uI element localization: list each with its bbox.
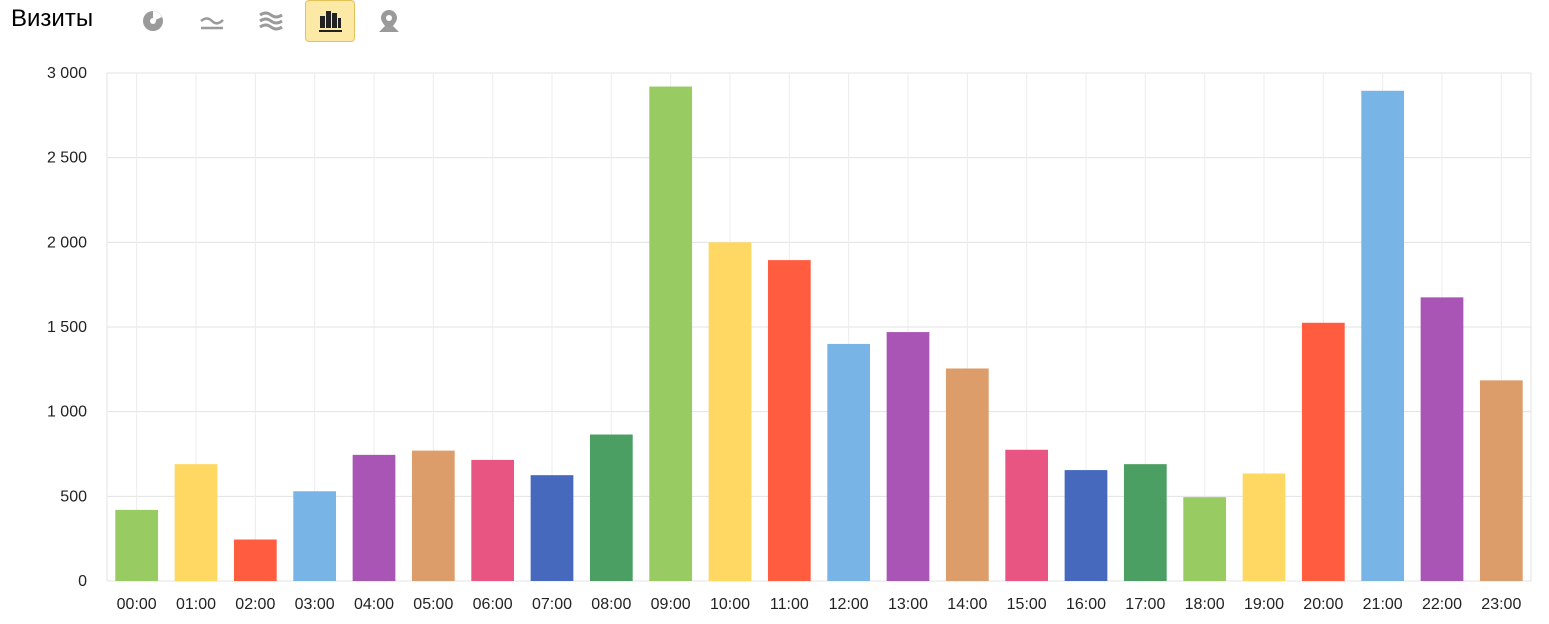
x-tick-label: 16:00: [1066, 596, 1106, 613]
bar: [1301, 322, 1345, 581]
map-pin-icon: [379, 10, 399, 32]
line-chart-icon: [200, 17, 224, 30]
x-tick-label: 19:00: [1244, 596, 1284, 613]
x-tick-label: 23:00: [1481, 596, 1521, 613]
x-tick-label: 04:00: [354, 596, 394, 613]
x-tick-label: 20:00: [1303, 596, 1343, 613]
y-tick-label: 2 000: [47, 234, 87, 251]
y-tick-label: 0: [78, 573, 87, 590]
bar: [293, 491, 337, 581]
x-tick-label: 07:00: [532, 596, 572, 613]
y-tick-label: 2 500: [47, 150, 87, 167]
area-chart-button[interactable]: [246, 0, 296, 42]
bar: [471, 459, 515, 581]
y-tick-label: 500: [60, 488, 87, 505]
x-tick-label: 09:00: [651, 596, 691, 613]
bar: [827, 343, 871, 581]
bar: [174, 464, 218, 581]
chart-title: Визиты: [11, 5, 94, 32]
bar: [767, 260, 811, 581]
x-tick-label: 02:00: [235, 596, 275, 613]
x-tick-label: 01:00: [176, 596, 216, 613]
bar: [708, 242, 752, 582]
bar: [1064, 470, 1108, 581]
y-tick-label: 1 000: [47, 404, 87, 421]
bar: [589, 434, 633, 581]
bar: [115, 509, 159, 581]
line-chart-button[interactable]: [187, 0, 237, 42]
x-tick-label: 14:00: [947, 596, 987, 613]
chart-header: Визиты: [0, 0, 1549, 46]
x-tick-label: 15:00: [1007, 596, 1047, 613]
bar-chart: 0 500 1 000 1 500 2 000 2 500 3 000 00:00 01:00 0…: [47, 65, 1532, 613]
x-tick-label: 10:00: [710, 596, 750, 613]
bar: [1420, 297, 1464, 581]
y-tick-label: 3 000: [47, 65, 87, 82]
x-tick-label: 11:00: [770, 596, 809, 613]
area-chart-icon: [259, 11, 283, 31]
bar: [1005, 449, 1049, 581]
bar-chart-button[interactable]: [305, 0, 355, 42]
y-tick-label: 1 500: [47, 319, 87, 336]
x-tick-label: 05:00: [413, 596, 453, 613]
x-tick-label: 17:00: [1125, 596, 1165, 613]
x-tick-label: 18:00: [1185, 596, 1225, 613]
bar: [233, 539, 277, 581]
x-tick-label: 22:00: [1422, 596, 1462, 613]
bar: [1242, 473, 1286, 581]
x-tick-label: 13:00: [888, 596, 928, 613]
x-tick-label: 12:00: [829, 596, 869, 613]
bar: [1361, 90, 1405, 581]
pie-chart-button[interactable]: [128, 0, 178, 42]
x-tick-label: 06:00: [473, 596, 513, 613]
bar: [886, 332, 930, 581]
bar: [1123, 464, 1167, 581]
bar: [411, 450, 455, 581]
map-button[interactable]: [364, 0, 414, 42]
bar: [1183, 497, 1227, 581]
bar: [649, 86, 693, 581]
x-tick-label: 21:00: [1363, 596, 1403, 613]
x-tick-label: 08:00: [591, 596, 631, 613]
bar: [1479, 380, 1523, 581]
x-tick-label: 03:00: [295, 596, 335, 613]
bar: [945, 368, 989, 581]
pie-chart-icon: [143, 11, 163, 31]
x-tick-label: 00:00: [117, 596, 157, 613]
bar-chart-icon: [319, 11, 342, 32]
bar: [352, 454, 396, 581]
bar: [530, 475, 574, 581]
